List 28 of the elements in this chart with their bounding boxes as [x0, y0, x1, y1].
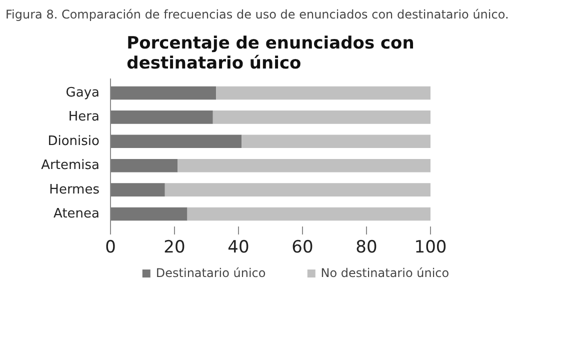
y-tick-label: Hera [68, 110, 100, 125]
x-tick-label: 80 [356, 238, 378, 258]
bar [216, 86, 430, 100]
x-tick-label: 100 [414, 238, 447, 258]
bar [110, 183, 165, 196]
bar [110, 158, 178, 172]
y-tick-label: Gaya [66, 86, 100, 101]
bar [110, 110, 213, 124]
text: Figura 8. Comparación de frecuencias de uso de enunciados con destinatario único. [6, 8, 509, 22]
bar [110, 207, 188, 221]
bar [110, 134, 242, 148]
legend-label: No destinatario único [320, 266, 450, 280]
bar [110, 86, 216, 100]
y-tick-label: Hermes [49, 182, 100, 198]
x-tick-label: 0 [105, 238, 116, 258]
legend-label: Destinatario único [156, 266, 266, 280]
y-tick-label: Dionisio [48, 134, 100, 149]
x-tick-label: 20 [164, 238, 186, 258]
chart-title: Porcentaje de enunciados con destinatario único [126, 34, 414, 74]
bar [187, 207, 430, 221]
bar [164, 183, 430, 196]
x-tick-label: 60 [292, 238, 314, 258]
x-tick-label: 40 [228, 238, 250, 258]
y-tick-label: Atenea [54, 206, 100, 222]
bar [178, 158, 430, 172]
bar [242, 134, 430, 148]
y-tick-label: Artemisa [41, 158, 100, 174]
bar [212, 110, 430, 124]
